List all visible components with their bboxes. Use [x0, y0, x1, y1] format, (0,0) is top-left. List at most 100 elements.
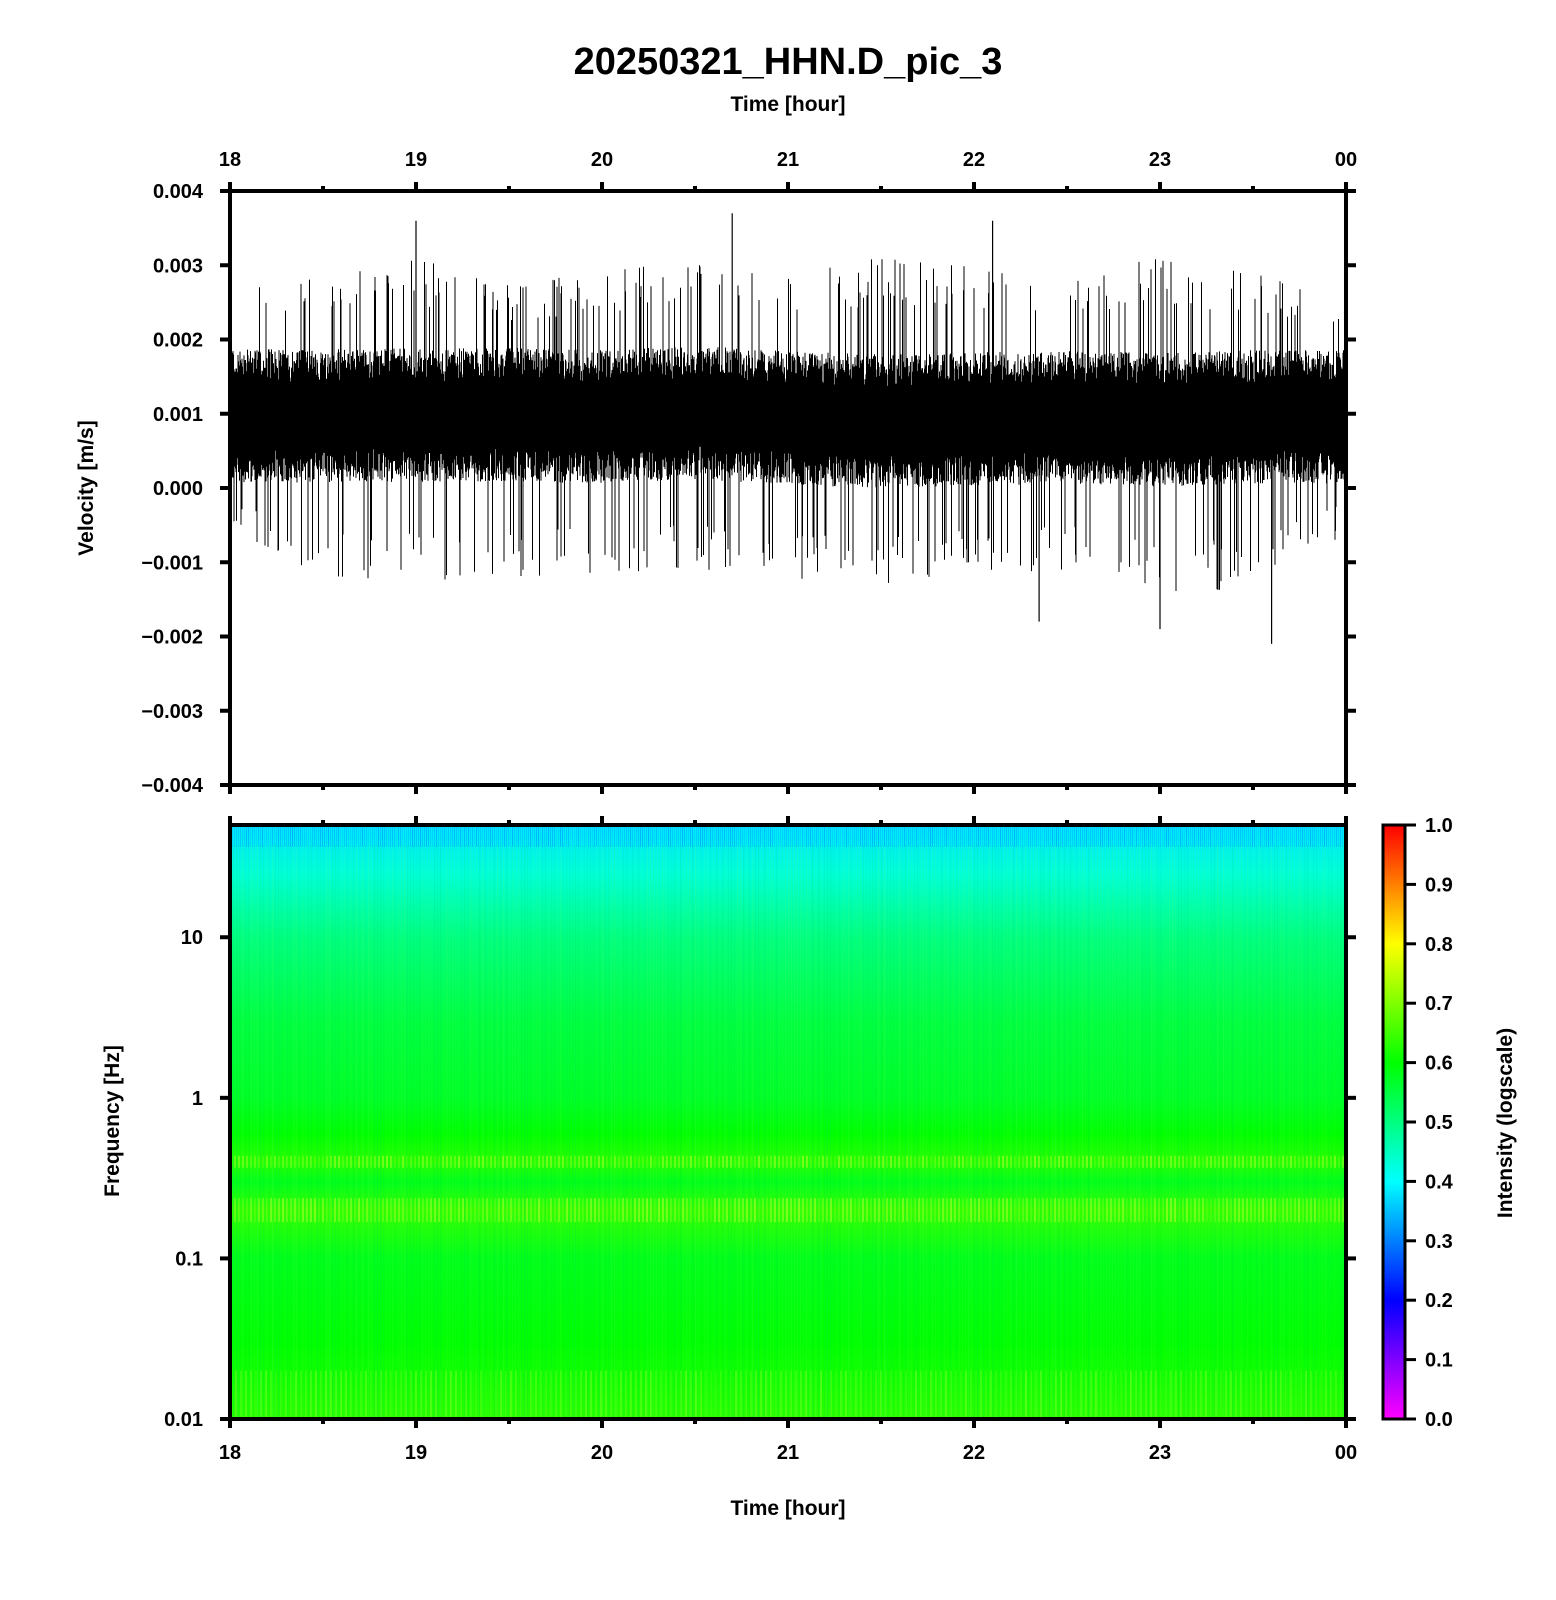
- spectrogram-streak: [371, 845, 373, 1419]
- spectrogram-top-noise: [350, 825, 351, 847]
- spectrogram-streak: [638, 845, 640, 1419]
- spectrogram-streak: [644, 845, 646, 1419]
- spectrogram-top-noise: [1140, 825, 1141, 847]
- spectrogram-low-streak: [1200, 1370, 1202, 1419]
- spectrogram-top-noise: [268, 825, 269, 847]
- spectrogram-top-noise: [526, 825, 527, 847]
- spectrogram-band: [982, 1155, 984, 1168]
- spectrogram-top-noise: [428, 825, 429, 847]
- spectrogram-low-streak: [790, 1370, 792, 1419]
- spectrogram-top-noise: [820, 825, 821, 847]
- spectrogram-band: [910, 1198, 912, 1223]
- spectrogram-streak: [629, 845, 631, 1419]
- spectrogram-band: [1210, 1155, 1212, 1168]
- spectrogram-top-noise: [306, 825, 307, 847]
- spectrogram-top-noise: [642, 825, 643, 847]
- spectrogram-top-noise: [248, 825, 249, 847]
- spectrogram-top-noise: [914, 825, 915, 847]
- spectrogram-band: [994, 1198, 996, 1223]
- spectrogram-streak: [269, 845, 271, 1419]
- spectrogram-band: [662, 1155, 664, 1168]
- spectrogram-band: [1022, 1155, 1024, 1168]
- spectrogram-streak: [422, 845, 424, 1419]
- spectrogram-band: [602, 1198, 604, 1223]
- spectrogram-top-noise: [1082, 825, 1083, 847]
- spectrogram-top-noise: [928, 825, 929, 847]
- spectrogram-band: [302, 1155, 304, 1168]
- spectrogram-band: [1194, 1155, 1196, 1168]
- spectrogram-top-noise: [1118, 825, 1119, 847]
- spectrogram-streak: [1139, 845, 1141, 1419]
- spectrogram-low-streak: [615, 1370, 617, 1419]
- spectrogram-low-streak: [1195, 1370, 1197, 1419]
- spectrogram-band: [778, 1198, 780, 1223]
- spectrogram-band: [1058, 1155, 1060, 1168]
- spectrogram-band: [1254, 1155, 1256, 1168]
- spectrogram-band: [1146, 1198, 1148, 1223]
- spectrogram-top-noise: [244, 825, 245, 847]
- colorbar-tick-label: 0.1: [1425, 1350, 1453, 1372]
- spectrogram-top-noise: [490, 825, 491, 847]
- spectrogram-band: [438, 1198, 440, 1223]
- spectrogram-streak: [1190, 845, 1192, 1419]
- spectrogram-top-noise: [646, 825, 647, 847]
- spectrogram-low-streak: [700, 1370, 702, 1419]
- spectrogram-top-noise: [662, 825, 663, 847]
- spectrogram-top-noise: [1012, 825, 1013, 847]
- spectrogram-streak: [557, 845, 559, 1419]
- spectrogram-streak: [350, 845, 352, 1419]
- spectrogram-top-noise: [1138, 825, 1139, 847]
- spectrogram-band: [458, 1155, 460, 1168]
- spectrogram-top-noise: [1252, 825, 1253, 847]
- spectrogram-top-noise: [858, 825, 859, 847]
- spectrogram-top-noise: [426, 825, 427, 847]
- spectrogram-band: [586, 1155, 588, 1168]
- spectrogram-top-noise: [1250, 825, 1251, 847]
- spectrogram-top-noise: [1106, 825, 1107, 847]
- spectrogram-streak: [260, 845, 262, 1419]
- spectrogram-streak: [734, 845, 736, 1419]
- spectrogram-band: [1126, 1155, 1128, 1168]
- spectrogram-band: [430, 1155, 432, 1168]
- spectrogram-band: [298, 1198, 300, 1223]
- spectrogram-top-noise: [834, 825, 835, 847]
- spectrogram-top-noise: [1212, 825, 1213, 847]
- spectrogram-band: [730, 1198, 732, 1223]
- spectrogram-streak: [977, 845, 979, 1419]
- spectrogram-streak: [1340, 845, 1342, 1419]
- spectrogram-top-noise: [300, 825, 301, 847]
- spectrogram-low-streak: [1065, 1370, 1067, 1419]
- spectrogram-top-noise: [462, 825, 463, 847]
- spectrogram-top-noise: [664, 825, 665, 847]
- spectrogram-low-streak: [840, 1370, 842, 1419]
- spectrogram-streak: [983, 845, 985, 1419]
- spectrogram-top-noise: [1152, 825, 1153, 847]
- spectrogram-top-noise: [874, 825, 875, 847]
- bottom-x-tick-label: 21: [777, 1442, 799, 1464]
- spectrogram-streak: [635, 845, 637, 1419]
- spectrogram-streak: [1202, 845, 1204, 1419]
- spectrogram-top-noise: [734, 825, 735, 847]
- spectrogram-streak: [713, 845, 715, 1419]
- top-x-tick-label: 19: [405, 149, 427, 171]
- spectrogram-top-noise: [854, 825, 855, 847]
- spectrogram-band: [466, 1198, 468, 1223]
- spectrogram-band: [306, 1155, 308, 1168]
- spectrogram-streak: [1187, 845, 1189, 1419]
- top-x-tick-label: 21: [777, 149, 799, 171]
- spectrogram-streak: [1016, 845, 1018, 1419]
- spectrogram-streak: [1106, 845, 1108, 1419]
- spectrogram-band: [990, 1155, 992, 1168]
- spectrogram-band: [378, 1155, 380, 1168]
- spectrogram-band: [946, 1155, 948, 1168]
- spectrogram-band: [850, 1155, 852, 1168]
- spectrogram-band: [502, 1155, 504, 1168]
- spectrogram-band: [590, 1198, 592, 1223]
- spectrogram-streak: [581, 845, 583, 1419]
- spectrogram-top-noise: [1122, 825, 1123, 847]
- spectrogram-low-streak: [725, 1370, 727, 1419]
- spectrogram-band: [438, 1155, 440, 1168]
- spectrogram-streak: [1130, 845, 1132, 1419]
- top-x-tick-label: 23: [1149, 149, 1171, 171]
- spectrogram-streak: [356, 845, 358, 1419]
